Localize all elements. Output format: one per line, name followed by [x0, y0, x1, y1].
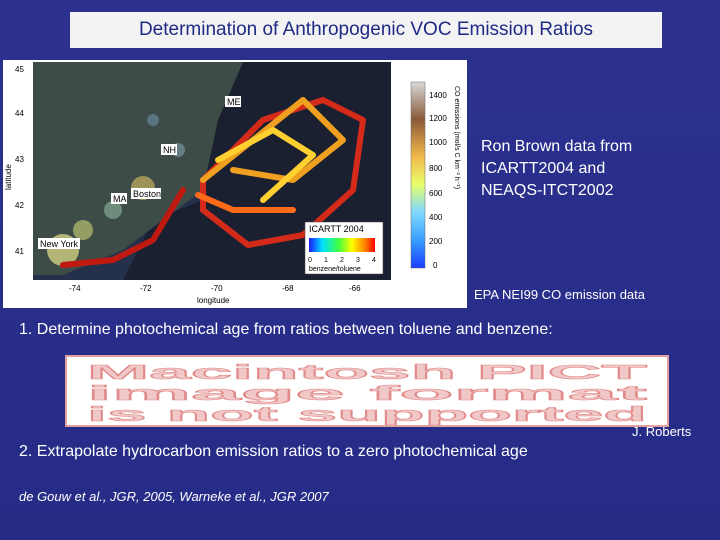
step-1-text: 1. Determine photochemical age from rati… — [19, 321, 553, 338]
y-tick-label: 45 — [15, 65, 24, 74]
map-place-label: New York — [40, 239, 79, 249]
placeholder-line: image format — [87, 383, 648, 405]
colorbar-tick: 800 — [429, 164, 443, 173]
colorbar-tick: 600 — [429, 189, 443, 198]
map-place-label: NH — [163, 145, 176, 155]
data-source-note: Ron Brown data from ICARTT2004 and NEAQS… — [481, 136, 711, 202]
inset-tick: 0 — [308, 257, 312, 264]
x-axis-label: longitude — [197, 296, 230, 305]
map-label-bg — [111, 193, 127, 204]
colorbar-tick: 1200 — [429, 114, 447, 123]
unsupported-image-placeholder: Macintosh PICT image format is not suppo… — [65, 355, 669, 427]
inset-label: benzene/toluene — [309, 266, 361, 273]
colorbar-tick: 1400 — [429, 91, 447, 100]
inset-tick: 4 — [372, 257, 376, 264]
y-axis-label: latitude — [4, 164, 13, 190]
x-tick-label: -74 — [69, 284, 81, 293]
y-tick-label: 43 — [15, 155, 24, 164]
map-label-bg — [131, 188, 161, 199]
colorbar-tick: 1000 — [429, 138, 447, 147]
x-tick-label: -66 — [349, 284, 361, 293]
step-2-text: 2. Extrapolate hydrocarbon emission rati… — [19, 443, 528, 460]
inset-legend: ICARTT 2004 0 1 2 3 4 benzene/toluene — [304, 221, 384, 275]
x-tick-label: -68 — [282, 284, 294, 293]
inset-tick: 3 — [356, 257, 360, 264]
colorbar — [410, 81, 426, 269]
inset-tick: 2 — [340, 257, 344, 264]
emission-map-figure: ME NH Boston MA New York ICARTT 2004 0 1… — [3, 60, 467, 308]
data-source-line: Ron Brown data from — [481, 138, 633, 155]
data-source-line: NEAQS-ITCT2002 — [481, 182, 614, 199]
x-tick-label: -70 — [211, 284, 223, 293]
x-tick-label: -72 — [140, 284, 152, 293]
emission-data-caption: EPA NEI99 CO emission data — [474, 287, 646, 302]
references: de Gouw et al., JGR, 2005, Warneke et al… — [19, 489, 329, 504]
map-label-bg — [161, 144, 177, 155]
map-place-label: Boston — [133, 189, 161, 199]
colorbar-label: CO emissions (mol/s C km⁻² h⁻¹) — [453, 86, 460, 189]
y-tick-label: 41 — [15, 247, 24, 256]
inset-title: ICARTT 2004 — [309, 224, 364, 234]
map-label-bg — [225, 96, 241, 107]
image-attribution: J. Roberts — [632, 424, 692, 439]
placeholder-line: Macintosh PICT — [87, 362, 647, 384]
placeholder-line: is not supported — [87, 404, 647, 425]
colorbar-tick: 400 — [429, 213, 443, 222]
colorbar-tick: 0 — [433, 261, 438, 270]
y-tick-label: 44 — [15, 109, 24, 118]
colorbar-tick: 200 — [429, 237, 443, 246]
inset-tick: 1 — [324, 257, 328, 264]
map-place-label: ME — [227, 97, 241, 107]
data-source-line: ICARTT2004 and — [481, 160, 606, 177]
slide-title: Determination of Anthropogenic VOC Emiss… — [70, 12, 662, 48]
map-place-label: MA — [113, 194, 127, 204]
y-tick-label: 42 — [15, 201, 24, 210]
map-label-bg — [38, 238, 80, 249]
